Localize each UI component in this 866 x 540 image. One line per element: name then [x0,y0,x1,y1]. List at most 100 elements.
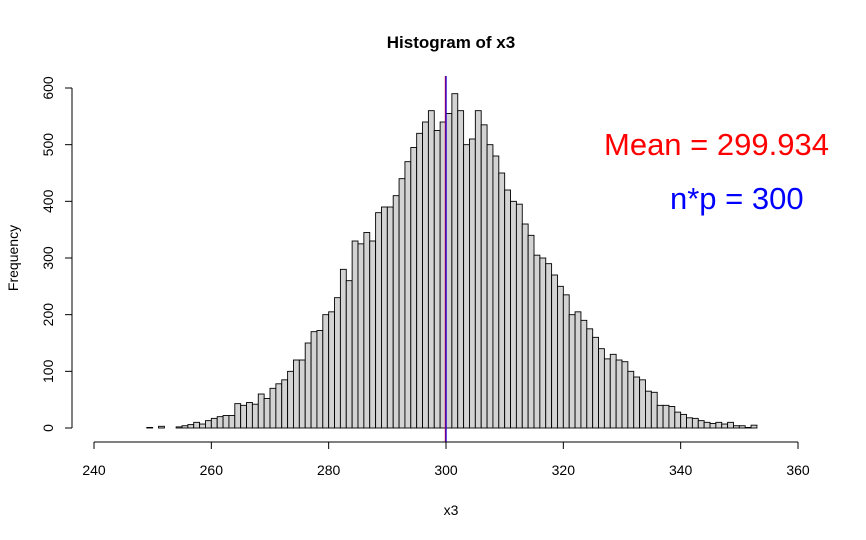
histogram-bar [427,110,435,429]
x-tick-label: 340 [669,462,693,478]
histogram-bar [316,330,324,429]
histogram-bar [328,311,335,429]
histogram-bar [662,404,670,429]
histogram-bar [463,144,470,429]
histogram-bar [228,415,236,429]
histogram-bar [416,132,423,429]
histogram-bar [193,421,201,429]
histogram-bar [627,370,635,429]
histogram-bar [293,359,300,429]
histogram-bar [146,426,154,429]
histogram-bar [709,423,717,429]
histogram-bar [234,403,242,429]
histogram-bar [422,121,429,429]
histogram-bar [515,203,523,429]
histogram-bar [727,421,734,429]
histogram-bar [357,243,365,429]
x-tick-label: 280 [317,462,341,478]
histogram-bar [557,285,564,429]
histogram-bar [404,161,412,429]
histogram-bar [451,93,459,429]
histogram-bar [539,257,547,429]
histogram-bar [205,420,212,429]
histogram-bar [469,138,476,429]
histogram-bar [175,426,183,429]
histogram-bar [527,234,535,429]
histogram-bar [158,425,165,429]
histogram-bar [398,178,406,429]
histogram-bar [410,147,418,429]
histogram-bar [686,417,693,429]
histogram-bar [680,413,687,429]
histogram-bar [750,424,758,429]
histogram-bar [621,361,629,429]
chart-title: Histogram of x3 [387,33,515,52]
histogram-bar [445,113,453,429]
histogram-bar [304,342,312,429]
x-tick-label: 240 [82,462,106,478]
histogram-bar [615,359,623,429]
y-tick-label: 0 [40,424,56,432]
mean-annotation: Mean = 299.934 [604,127,829,162]
histogram-bar [386,206,394,429]
y-tick-label: 200 [40,303,56,327]
histogram-bar [498,172,506,429]
histogram-bar [609,353,617,429]
histogram-bar [433,130,441,429]
histogram-bar [639,379,646,429]
np-annotation: n*p = 300 [670,181,804,216]
histogram-bar [210,417,218,429]
histogram-bar [363,232,371,429]
histogram-bar [674,411,682,429]
histogram-bar [246,402,253,429]
histogram-bar [697,420,705,429]
histogram-bar [691,417,699,429]
x-axis-label: x3 [444,502,459,518]
y-tick-label: 300 [40,246,56,270]
histogram-bar [240,404,247,429]
histogram-bar [703,421,711,429]
histogram-bar [721,423,729,429]
histogram-bar [715,421,723,429]
histogram-bar [275,383,283,429]
histogram-bar [369,240,377,429]
histogram-bar [187,424,195,429]
histogram-bar [457,110,465,429]
histogram-bar [339,268,347,429]
y-axis-ticks: 0 100 200 300 400 500 600 [40,76,72,432]
histogram-bar [574,311,582,429]
histogram-bar [598,348,605,429]
histogram-bar [199,423,206,429]
histogram-bar [480,124,488,429]
histogram-bar [580,319,588,429]
histogram-bar [251,403,259,429]
histogram-bar [181,425,189,429]
histogram-bar [656,404,664,429]
x-tick-label: 320 [552,462,576,478]
histogram-bar [592,336,599,429]
y-tick-label: 600 [40,76,56,100]
histogram-bar [504,189,511,429]
histogram-bar [474,110,482,429]
y-axis-label: Frequency [5,225,21,291]
histogram-bar [645,390,652,429]
histogram-bar [263,398,271,429]
histogram-bars [146,93,758,429]
histogram-bar [322,314,330,429]
histogram-bar [738,425,746,429]
histogram-bar [492,155,500,429]
histogram-bar [216,416,224,429]
histogram-bar [310,331,318,429]
x-tick-label: 260 [200,462,224,478]
histogram-bar [298,359,306,429]
histogram-bar [392,195,400,429]
x-axis-ticks: 240 260 280 300 320 340 360 [82,442,810,478]
histogram-bar [334,297,341,429]
histogram-bar [568,314,576,429]
histogram-bar [269,387,277,429]
histogram-bar [533,254,541,429]
y-tick-label: 100 [40,359,56,383]
histogram-bar [603,358,611,429]
histogram-bar [222,415,230,429]
